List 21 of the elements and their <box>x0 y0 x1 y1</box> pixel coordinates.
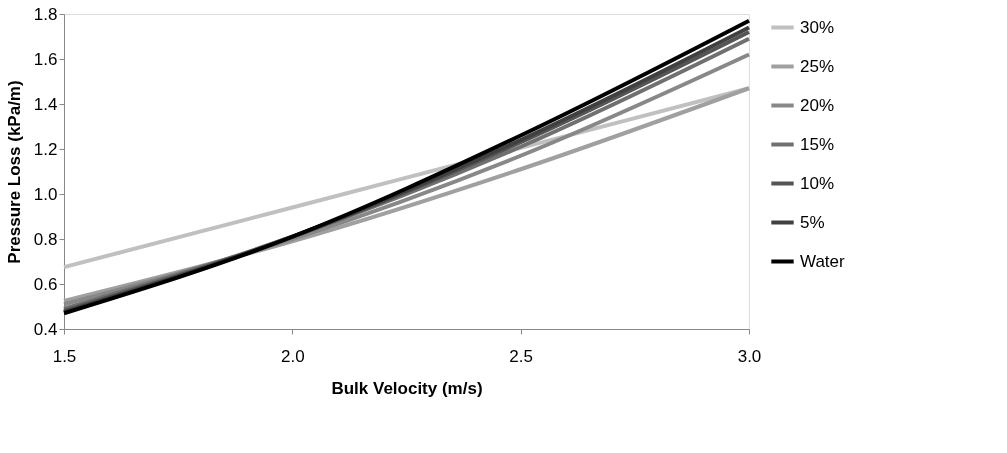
legend-label: 20% <box>800 95 835 115</box>
y-tick-label: 1.0 <box>33 184 58 204</box>
y-tick-label: 0.6 <box>33 274 58 294</box>
x-tick-label: 2.5 <box>509 346 533 366</box>
y-tick-label: 1.2 <box>33 139 58 159</box>
y-axis-title: Pressure Loss (kPa/m) <box>4 80 24 264</box>
y-tick-label: 1.8 <box>33 4 58 24</box>
legend-label: 30% <box>800 17 835 37</box>
legend-label: 15% <box>800 134 835 154</box>
legend-label: 10% <box>800 173 835 193</box>
legend-label: 25% <box>800 56 835 76</box>
x-tick-label: 2.0 <box>281 346 305 366</box>
x-tick-label: 1.5 <box>52 346 77 366</box>
y-tick-label: 1.4 <box>33 94 58 114</box>
x-tick-label: 3.0 <box>737 346 762 366</box>
y-tick-label: 0.4 <box>33 319 58 339</box>
y-tick-label: 1.6 <box>33 49 58 69</box>
x-axis-title: Bulk Velocity (m/s) <box>331 378 483 398</box>
y-tick-label: 0.8 <box>33 229 58 249</box>
legend-label: 5% <box>800 212 825 232</box>
legend-label: Water <box>800 251 846 271</box>
